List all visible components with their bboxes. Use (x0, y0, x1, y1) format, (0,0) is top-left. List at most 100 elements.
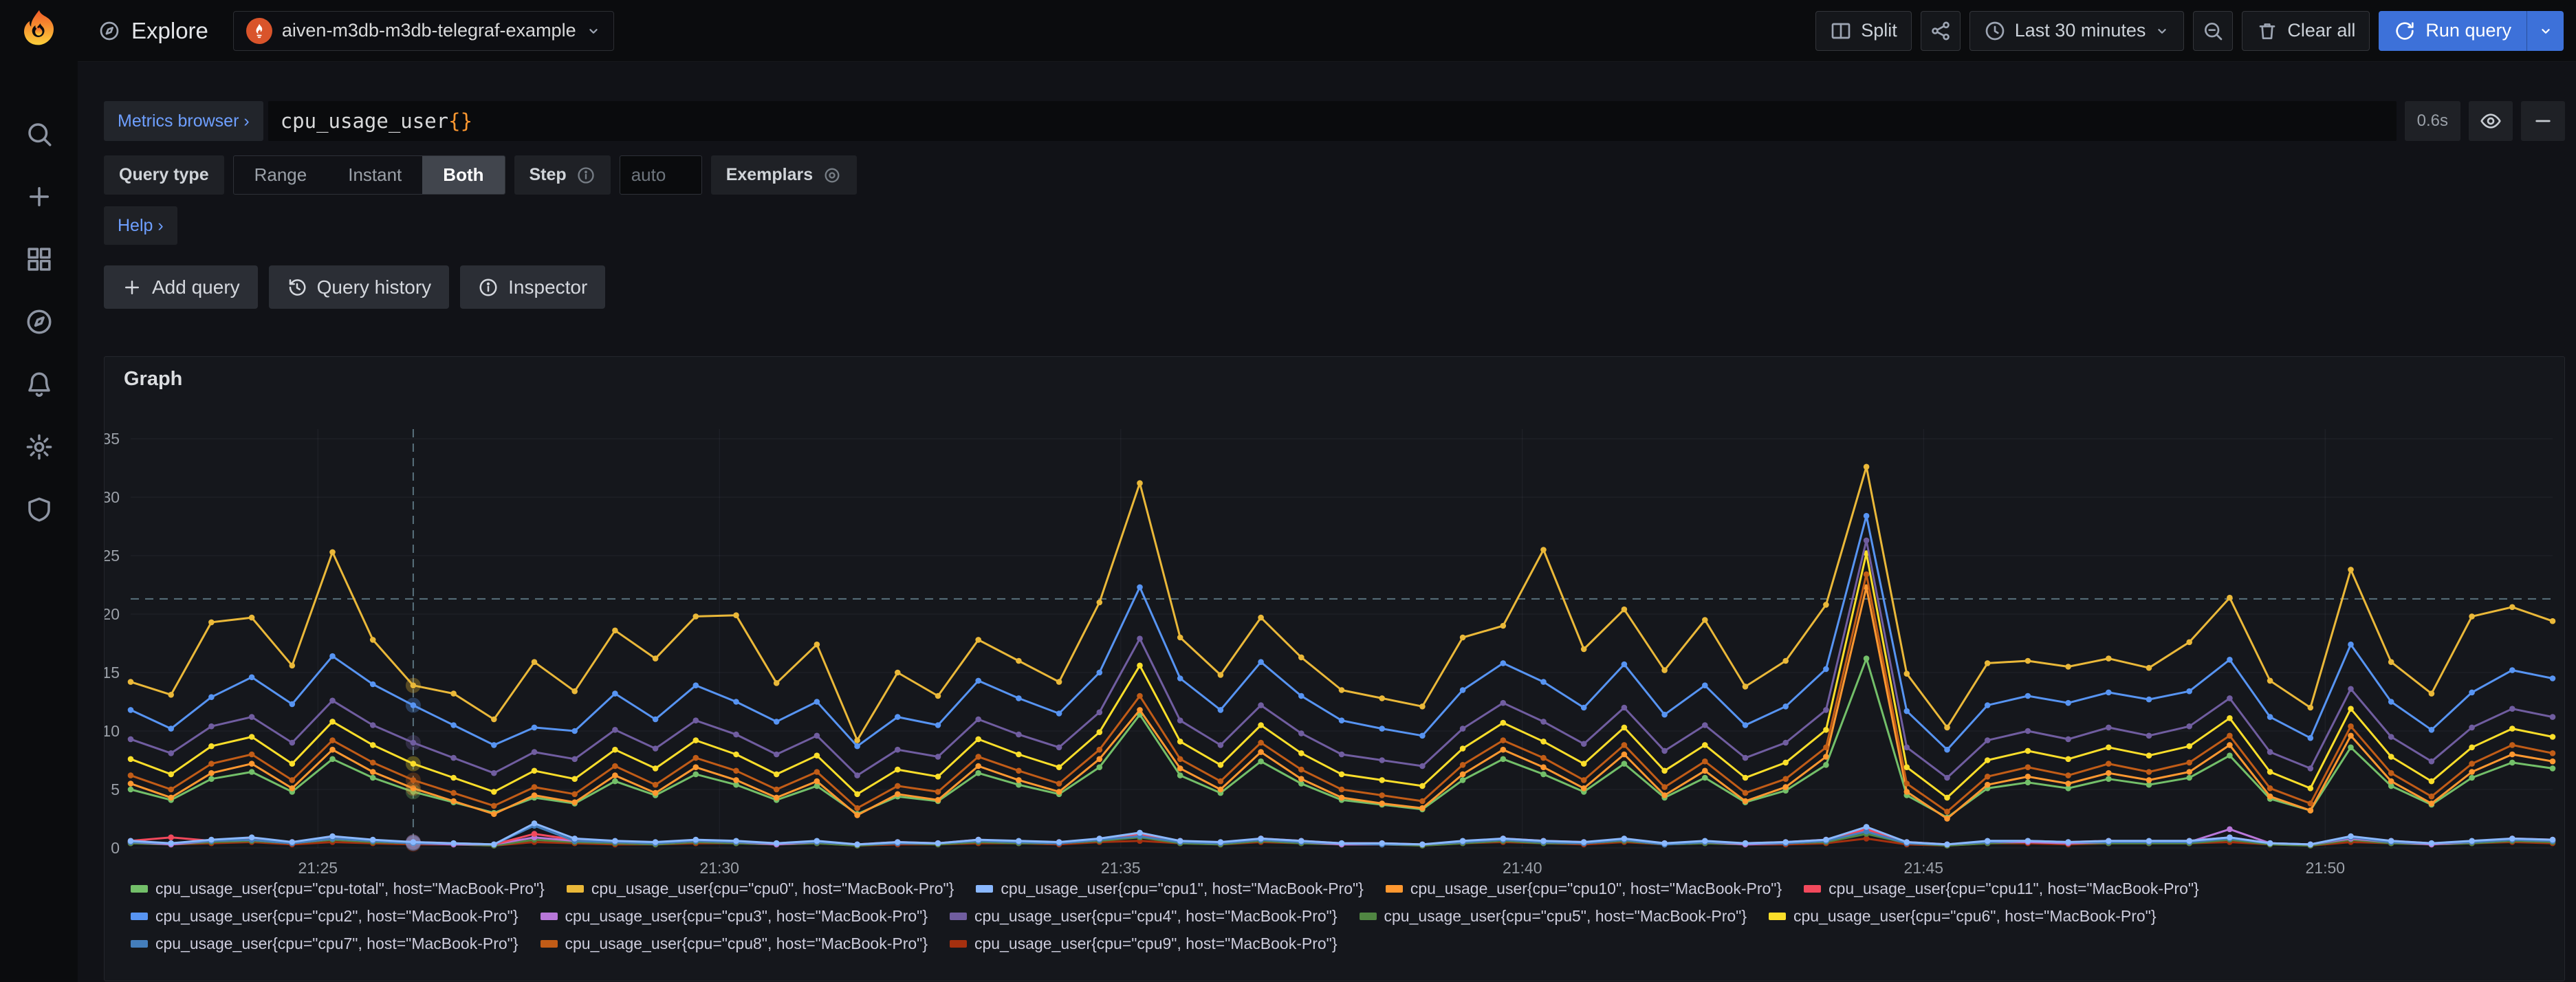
data-point (1016, 731, 1022, 738)
split-button[interactable]: Split (1815, 10, 1912, 51)
legend-item[interactable]: cpu_usage_user{cpu="cpu7", host="MacBook… (131, 935, 519, 953)
grafana-logo[interactable] (17, 8, 62, 54)
split-label: Split (1861, 20, 1897, 41)
data-point (935, 722, 941, 728)
data-point (733, 838, 739, 844)
data-point (1661, 784, 1668, 790)
data-point (2267, 785, 2273, 792)
search-icon[interactable] (25, 120, 54, 149)
legend-item[interactable]: cpu_usage_user{cpu="cpu3", host="MacBook… (540, 907, 928, 926)
time-range-picker[interactable]: Last 30 minutes (1969, 10, 2185, 51)
legend-item[interactable]: cpu_usage_user{cpu="cpu0", host="MacBook… (566, 880, 954, 898)
configuration-gear-icon[interactable] (25, 433, 54, 461)
data-point (2267, 793, 2273, 800)
data-point (1338, 687, 1345, 693)
data-point (329, 697, 336, 704)
create-plus-icon[interactable] (25, 182, 54, 211)
data-point (127, 838, 134, 844)
data-point (410, 785, 417, 792)
step-input[interactable]: auto (619, 155, 702, 195)
split-columns-icon (1831, 23, 1851, 39)
data-point (814, 838, 820, 844)
exemplars-toggle-icon[interactable] (822, 166, 842, 185)
data-point (2065, 785, 2071, 792)
zoom-out-button[interactable] (2193, 10, 2234, 51)
query-type-instant[interactable]: Instant (348, 164, 402, 185)
legend-item[interactable]: cpu_usage_user{cpu="cpu6", host="MacBook… (1769, 907, 2157, 926)
data-point (1298, 781, 1305, 787)
legend-label: cpu_usage_user{cpu="cpu2", host="MacBook… (155, 907, 519, 925)
admin-shield-icon[interactable] (25, 495, 54, 524)
data-point (248, 714, 255, 720)
legend-item[interactable]: cpu_usage_user{cpu="cpu5", host="MacBook… (1359, 907, 1747, 926)
remove-query-button[interactable] (2521, 101, 2565, 141)
legend-label: cpu_usage_user{cpu="cpu7", host="MacBook… (155, 935, 519, 952)
toggle-visibility-button[interactable] (2469, 101, 2513, 141)
query-input[interactable]: cpu_usage_user{} (268, 101, 2397, 141)
data-point (2267, 714, 2273, 720)
run-query-button[interactable]: Run query (2379, 10, 2564, 51)
query-history-button[interactable]: Query history (268, 265, 450, 309)
metrics-browser-button[interactable]: Metrics browser › (104, 101, 263, 141)
dashboards-icon[interactable] (25, 245, 54, 274)
data-point (2227, 742, 2233, 748)
legend-item[interactable]: cpu_usage_user{cpu="cpu8", host="MacBook… (540, 935, 928, 953)
data-point (1137, 662, 1143, 669)
sync-icon (2396, 21, 2414, 40)
series-line (129, 514, 2554, 751)
legend-item[interactable]: cpu_usage_user{cpu="cpu-total", host="Ma… (131, 880, 545, 898)
legend-item[interactable]: cpu_usage_user{cpu="cpu10", host="MacBoo… (1385, 880, 1782, 898)
data-point (773, 786, 780, 793)
clear-all-button[interactable]: Clear all (2242, 10, 2370, 51)
alerting-bell-icon[interactable] (25, 370, 54, 399)
legend-item[interactable]: cpu_usage_user{cpu="cpu4", host="MacBook… (950, 907, 1338, 926)
data-point (329, 653, 336, 659)
data-point (531, 659, 538, 665)
data-point (1177, 675, 1183, 681)
add-query-button[interactable]: Add query (104, 265, 258, 309)
data-point (208, 694, 215, 700)
data-point (1782, 759, 1789, 766)
data-point (2186, 723, 2192, 730)
data-point (1096, 764, 1103, 770)
data-point (1177, 717, 1183, 723)
legend-item[interactable]: cpu_usage_user{cpu="cpu2", host="MacBook… (131, 907, 519, 926)
datasource-picker[interactable]: aiven-m3db-m3db-telegraf-example (232, 10, 614, 51)
data-point (2469, 838, 2475, 844)
data-point (1621, 751, 1628, 758)
data-point (1580, 741, 1587, 747)
legend-item[interactable]: cpu_usage_user{cpu="cpu9", host="MacBook… (950, 935, 1338, 953)
legend-item[interactable]: cpu_usage_user{cpu="cpu1", host="MacBook… (976, 880, 1364, 898)
data-point (1500, 836, 1507, 842)
legend-item[interactable]: cpu_usage_user{cpu="cpu11", host="MacBoo… (1804, 880, 2199, 898)
data-point (1903, 744, 1910, 751)
legend-row: cpu_usage_user{cpu="cpu-total", host="Ma… (131, 880, 2553, 898)
time-series-chart[interactable]: 0 5 10 15 20 25 30 35 21:25 21:30 21:35 21:40 21:45 2… (105, 391, 2564, 886)
run-query-dropdown[interactable] (2526, 10, 2564, 51)
data-point (1661, 667, 1668, 673)
explore-compass-icon[interactable] (25, 307, 54, 336)
share-button[interactable] (1920, 10, 1961, 51)
info-icon (479, 279, 497, 296)
data-point (2348, 567, 2354, 573)
data-point (814, 769, 820, 775)
legend-label: cpu_usage_user{cpu="cpu3", host="MacBook… (565, 907, 928, 925)
data-point (2428, 727, 2435, 733)
inspector-button[interactable]: Inspector (460, 265, 606, 309)
query-type-both[interactable]: Both (422, 156, 505, 194)
data-point (1379, 725, 1385, 732)
query-type-range[interactable]: Range (254, 164, 307, 185)
data-point (1580, 777, 1587, 783)
legend-label: cpu_usage_user{cpu="cpu6", host="MacBook… (1793, 907, 2157, 925)
data-point (1258, 659, 1264, 665)
data-point (2186, 774, 2192, 781)
data-point (1056, 764, 1062, 770)
data-point (814, 732, 820, 739)
help-button[interactable]: Help › (104, 206, 177, 245)
data-point (652, 655, 659, 662)
data-point (208, 836, 215, 843)
data-point (773, 751, 780, 758)
data-point (1500, 746, 1507, 753)
data-point (2106, 724, 2112, 731)
data-point (1944, 794, 1950, 801)
